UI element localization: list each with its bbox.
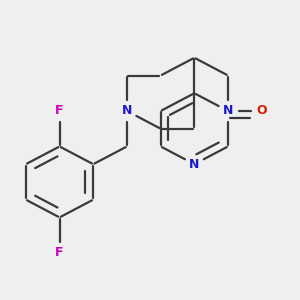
Text: O: O <box>256 104 267 118</box>
Text: F: F <box>55 246 64 260</box>
Text: N: N <box>189 158 200 171</box>
Text: F: F <box>55 104 64 118</box>
Text: N: N <box>223 104 233 118</box>
Text: N: N <box>122 104 132 118</box>
